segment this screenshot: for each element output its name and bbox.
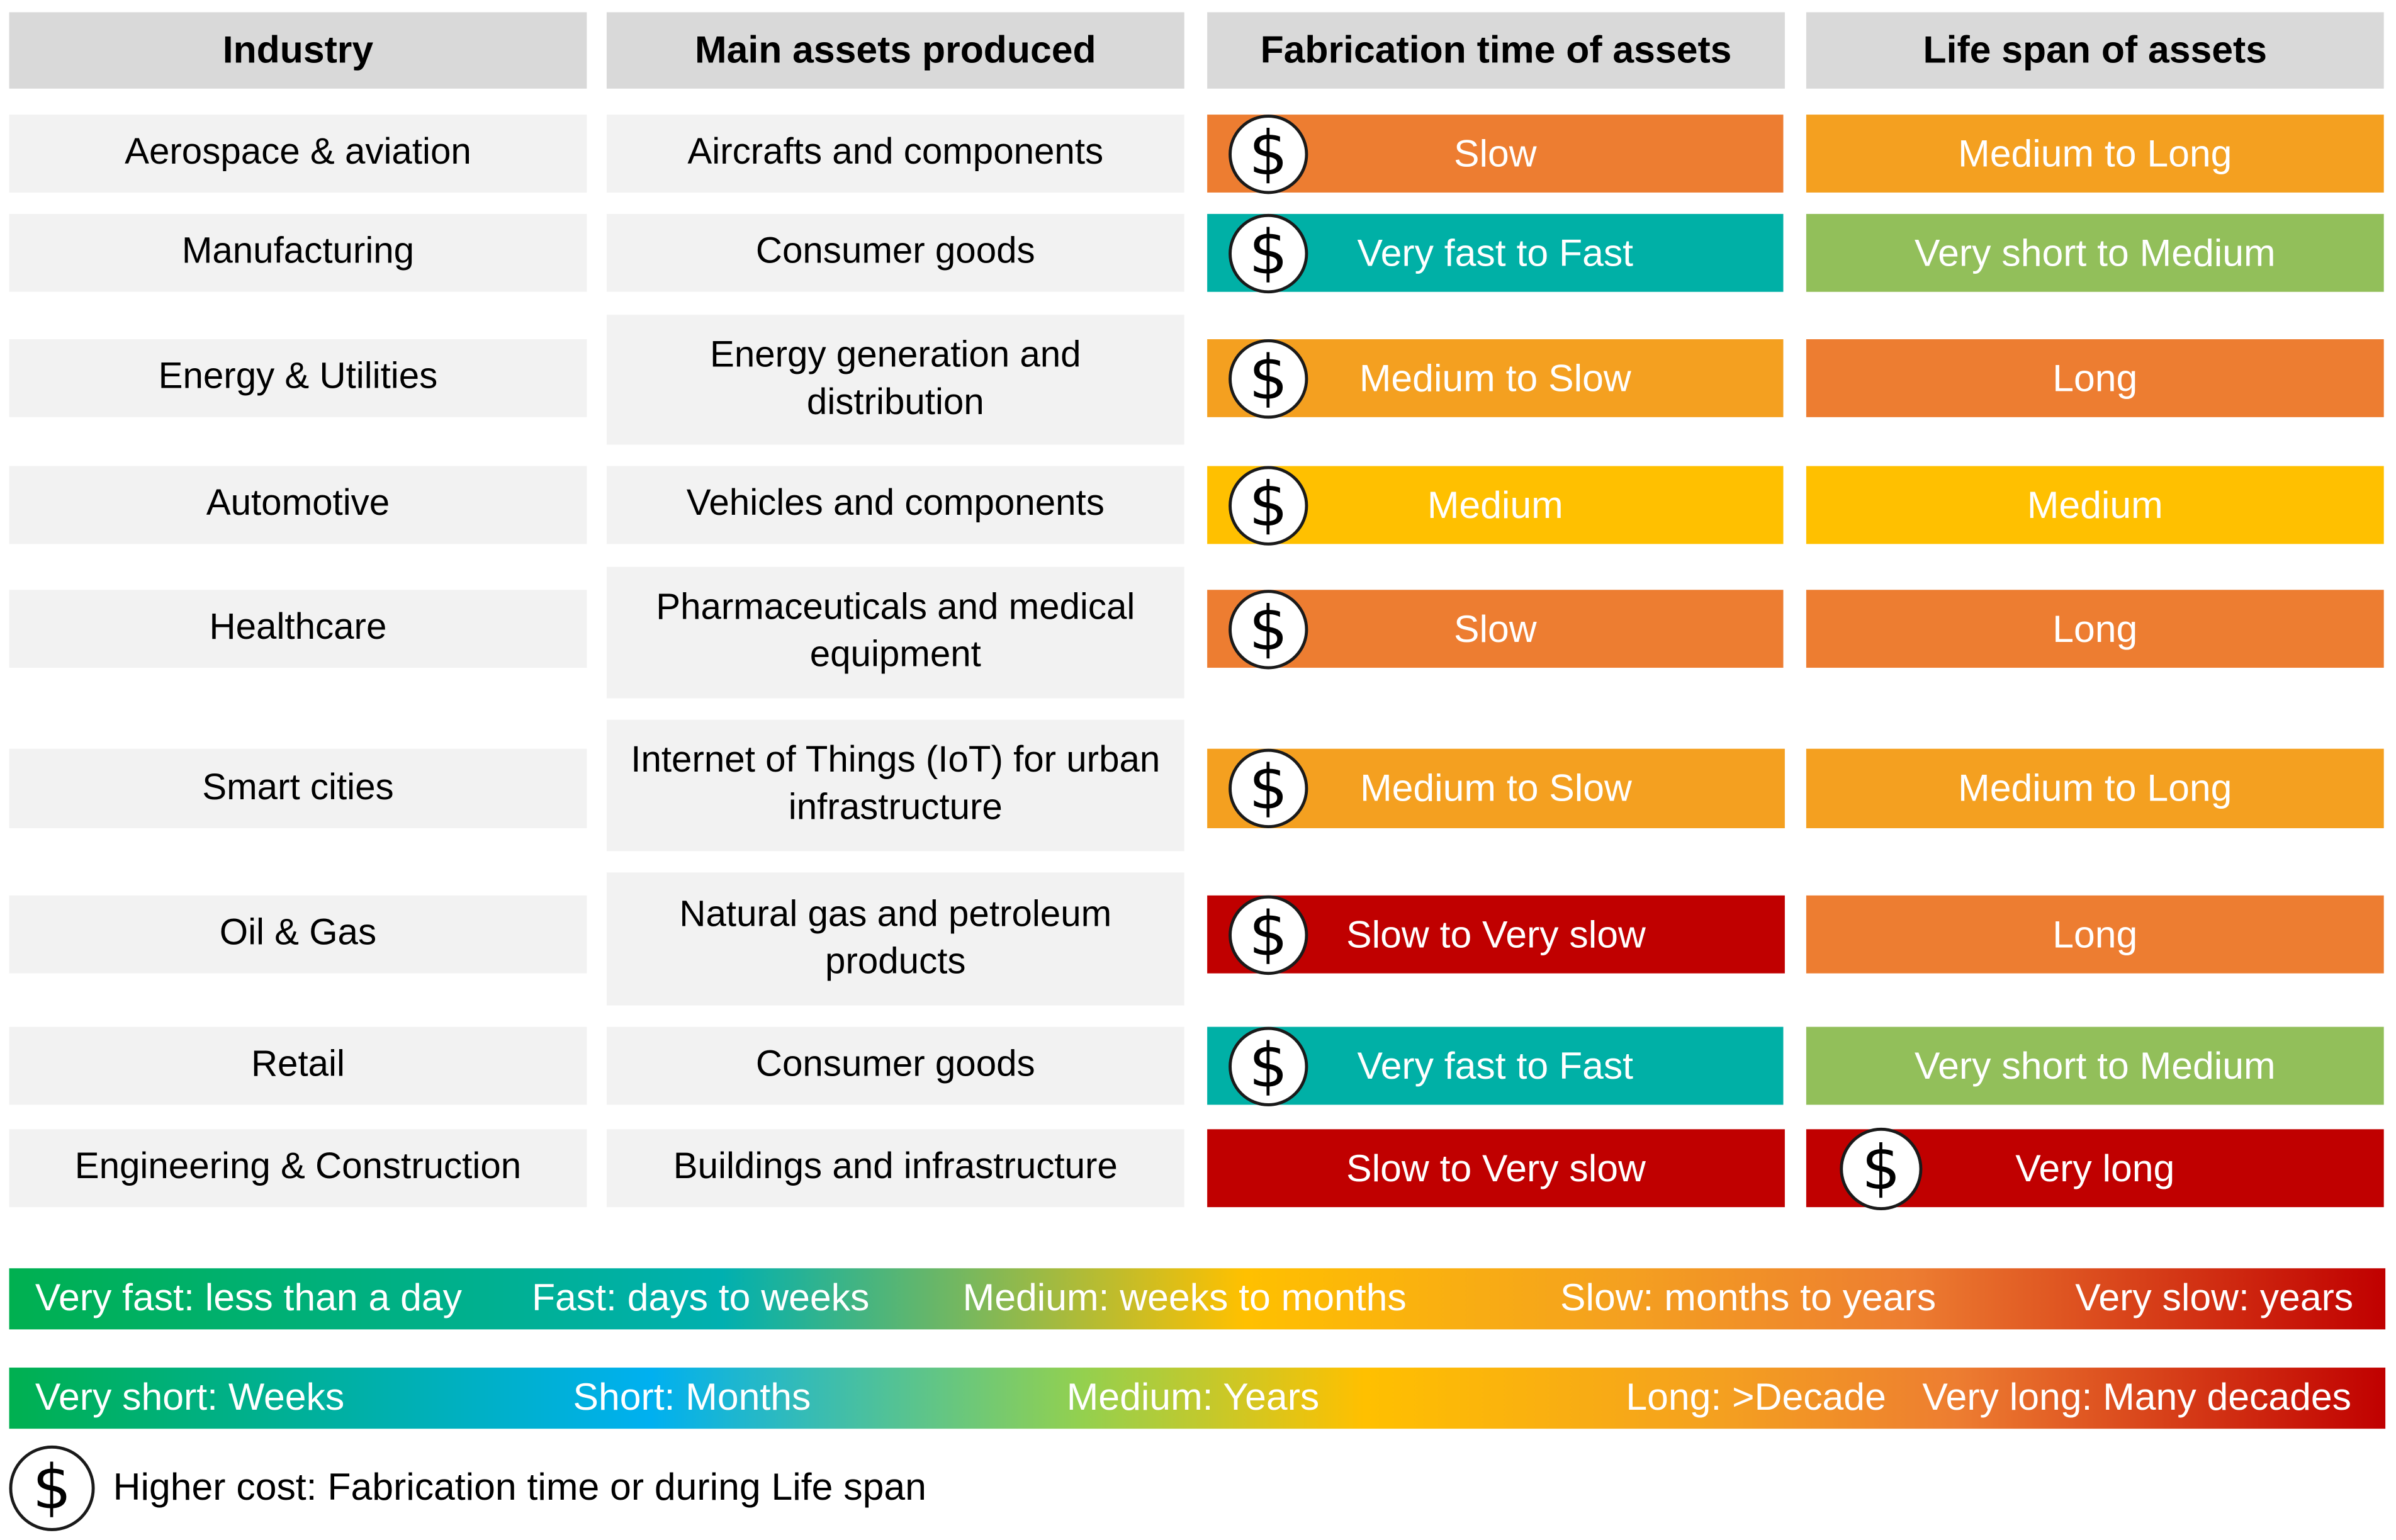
scale-long: Long: >Decade: [1626, 1376, 1886, 1419]
fabrication-label: Very fast to Fast: [1357, 231, 1634, 274]
header-fabrication-time: Fabrication time of assets: [1207, 12, 1785, 89]
scale-medium: Medium: weeks to months: [962, 1276, 1407, 1320]
fabrication-cell: $ Very fast to Fast: [1207, 1026, 1784, 1106]
dollar-coin-icon: $: [9, 1445, 95, 1531]
industry-cell: Healthcare: [9, 590, 587, 668]
scale-very-fast: Very fast: less than a day: [35, 1276, 463, 1320]
fabrication-cell: $ Very fast to Fast: [1207, 213, 1784, 293]
industry-cell: Aerospace & aviation: [9, 115, 587, 193]
industry-cell: Automotive: [9, 466, 587, 544]
industry-cell: Oil & Gas: [9, 895, 587, 974]
header-life-span: Life span of assets: [1806, 12, 2384, 89]
lifespan-cell: Long: [1806, 339, 2384, 417]
assets-cell: Natural gas and petroleum products: [606, 872, 1184, 1006]
lifespan-cell: Long: [1806, 590, 2384, 668]
header-main-assets: Main assets produced: [606, 12, 1184, 89]
assets-cell: Consumer goods: [606, 213, 1184, 292]
dollar-coin-icon: $: [1840, 1127, 1923, 1210]
assets-cell: Internet of Things (IoT) for urban infra…: [606, 719, 1184, 851]
assets-cell: Aircrafts and components: [606, 115, 1184, 193]
lifespan-cell: Medium to Long: [1806, 115, 2384, 193]
lifespan-cell: $ Very long: [1806, 1127, 2384, 1210]
dollar-coin-icon: $: [1229, 1026, 1308, 1106]
lifespan-scale-bar: Very short: Weeks Short: Months Medium: …: [9, 1368, 2386, 1429]
assets-cell: Energy generation and distribution: [606, 315, 1184, 445]
dollar-coin-icon: $: [1229, 213, 1308, 293]
dollar-coin-icon: $: [1229, 588, 1308, 669]
lifespan-cell: Long: [1806, 895, 2384, 974]
scale-fast: Fast: days to weeks: [531, 1276, 870, 1320]
industry-cell: Energy & Utilities: [9, 339, 587, 417]
fabrication-label: Slow to Very slow: [1346, 913, 1646, 956]
assets-cell: Pharmaceuticals and medical equipment: [606, 566, 1184, 699]
assets-cell: Vehicles and components: [606, 466, 1184, 544]
scale-very-long: Very long: Many decades: [1922, 1376, 2352, 1419]
lifespan-cell: Medium: [1806, 466, 2384, 544]
fabrication-label: Slow: [1454, 607, 1537, 651]
dollar-coin-icon: $: [1229, 894, 1308, 974]
industry-cell: Smart cities: [9, 748, 587, 828]
fabrication-scale-bar: Very fast: less than a day Fast: days to…: [9, 1268, 2386, 1330]
fabrication-label: Very fast to Fast: [1357, 1044, 1634, 1088]
fabrication-label: Slow: [1454, 132, 1537, 176]
industry-cell: Engineering & Construction: [9, 1129, 587, 1208]
fabrication-cell: $ Medium: [1207, 465, 1784, 545]
lifespan-cell: Very short to Medium: [1806, 1026, 2384, 1105]
fabrication-label: Medium to Slow: [1359, 356, 1631, 400]
dollar-coin-icon: $: [1229, 465, 1308, 545]
industry-cell: Retail: [9, 1026, 587, 1105]
fabrication-label: Medium: [1427, 483, 1563, 527]
lifespan-label: Very long: [2015, 1147, 2175, 1190]
fabrication-cell: $ Slow: [1207, 113, 1784, 194]
assets-cell: Consumer goods: [606, 1026, 1184, 1105]
dollar-coin-icon: $: [1229, 113, 1308, 194]
dollar-coin-icon: $: [1229, 748, 1308, 828]
scale-very-slow: Very slow: years: [2075, 1276, 2354, 1320]
dollar-coin-icon: $: [1229, 338, 1308, 419]
scale-slow: Slow: months to years: [1560, 1276, 1937, 1320]
fabrication-cell: $ Slow to Very slow: [1207, 894, 1785, 974]
scale-medium-years: Medium: Years: [1066, 1376, 1320, 1419]
assets-cell: Buildings and infrastructure: [606, 1129, 1184, 1208]
scale-short: Short: Months: [573, 1376, 811, 1419]
lifespan-cell: Very short to Medium: [1806, 213, 2384, 292]
industry-cell: Manufacturing: [9, 213, 587, 292]
lifespan-cell: Medium to Long: [1806, 748, 2384, 828]
fabrication-cell: $ Medium to Slow: [1207, 748, 1785, 828]
scale-very-short: Very short: Weeks: [35, 1376, 345, 1419]
fabrication-cell: Slow to Very slow: [1207, 1129, 1785, 1208]
fabrication-label: Medium to Slow: [1360, 767, 1632, 810]
fabrication-cell: $ Slow: [1207, 588, 1784, 669]
cost-note-text: Higher cost: Fabrication time or during …: [113, 1466, 926, 1509]
header-industry: Industry: [9, 12, 587, 89]
fabrication-cell: $ Medium to Slow: [1207, 338, 1784, 419]
